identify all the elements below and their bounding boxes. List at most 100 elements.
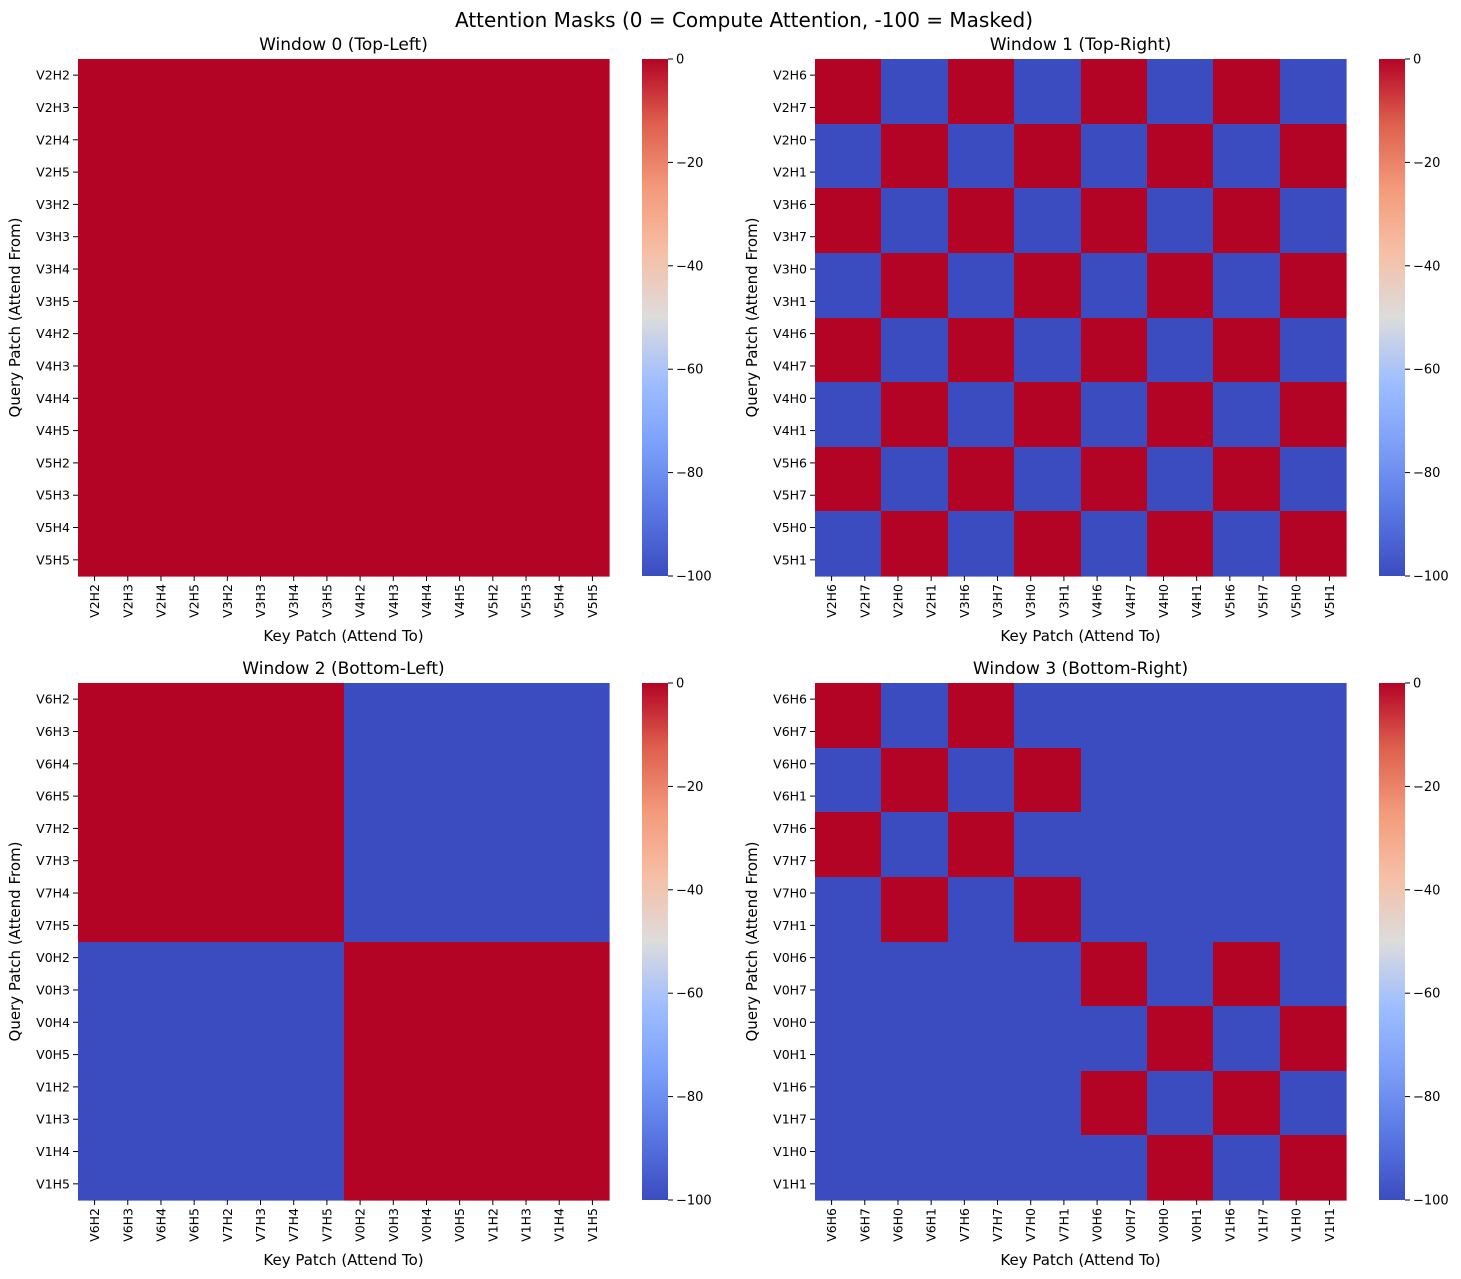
heatmap-cell — [1014, 1135, 1048, 1169]
heatmap-cell — [377, 1135, 411, 1169]
heatmap-cell — [848, 479, 882, 512]
heatmap-cell — [881, 447, 916, 480]
heatmap-cell — [310, 544, 345, 577]
heatmap-cell — [377, 942, 411, 975]
heatmap-cell — [509, 156, 544, 189]
heatmap-cell — [815, 974, 849, 1007]
heatmap-cell — [1313, 414, 1347, 448]
heatmap-cell — [78, 1071, 112, 1104]
heatmap-cell — [244, 59, 278, 92]
heatmap-cell — [310, 974, 345, 1007]
heatmap-cell — [144, 1006, 179, 1039]
heatmap-cell — [111, 544, 145, 577]
heatmap-cell — [915, 909, 949, 943]
heatmap-cell — [576, 382, 610, 415]
y-tick-label: V1H7 — [773, 1112, 807, 1127]
heatmap-cell — [881, 715, 916, 749]
heatmap-cell — [948, 1135, 982, 1169]
heatmap-cell — [111, 845, 145, 878]
heatmap-cell — [1180, 350, 1214, 383]
heatmap-cell — [344, 909, 378, 943]
heatmap-cell — [576, 511, 610, 545]
heatmap-cell — [211, 748, 245, 781]
heatmap-cell — [344, 350, 378, 383]
heatmap-cell — [1081, 812, 1115, 846]
heatmap-cell — [1047, 683, 1082, 716]
heatmap-cell — [277, 544, 311, 577]
heatmap-cell — [476, 124, 510, 157]
y-tick-label: V0H2 — [36, 950, 70, 965]
heatmap-panel: Window 1 (Top-Right) V2H6 V2H7 V2H0 V2H1 V3H6… — [743, 35, 1449, 645]
heatmap-cell — [344, 253, 378, 286]
y-tick-label: V0H1 — [773, 1047, 807, 1062]
heatmap-cell — [443, 544, 477, 577]
heatmap-cell — [1114, 285, 1148, 319]
heatmap-cell — [1147, 124, 1181, 157]
heatmap-cell — [1014, 845, 1048, 878]
heatmap-cell — [277, 942, 311, 975]
heatmap-cell — [211, 780, 245, 813]
colorbar-tick-label: −80 — [676, 1090, 703, 1105]
heatmap-cell — [344, 221, 378, 254]
heatmap-cell — [144, 909, 179, 943]
x-tick-label: V4H3 — [386, 584, 401, 618]
heatmap-cell — [1313, 124, 1347, 157]
heatmap-cell — [1081, 1006, 1115, 1039]
heatmap-cell — [1047, 1071, 1082, 1104]
heatmap-cell — [310, 909, 345, 943]
heatmap-cell — [178, 1135, 212, 1169]
heatmap-cell — [244, 1071, 278, 1104]
heatmap-cell — [476, 877, 510, 910]
heatmap-cell — [1081, 188, 1115, 222]
heatmap-cell — [244, 974, 278, 1007]
heatmap-cell — [1014, 350, 1048, 383]
x-tick-label: V2H7 — [857, 584, 872, 618]
heatmap-cell — [1147, 683, 1181, 716]
heatmap-cell — [948, 1006, 982, 1039]
heatmap-cell — [1280, 253, 1314, 286]
heatmap-cell — [848, 683, 882, 716]
colorbar-tick-label: 0 — [1413, 677, 1421, 692]
x-tick-label: V0H3 — [386, 1208, 401, 1242]
heatmap-cell — [1047, 318, 1082, 351]
heatmap-cell — [111, 1071, 145, 1104]
heatmap-cell — [144, 1038, 179, 1072]
heatmap-cell — [78, 1168, 112, 1201]
heatmap-cell — [144, 544, 179, 577]
heatmap-cell — [1081, 544, 1115, 577]
heatmap-cell — [111, 59, 145, 92]
heatmap-cell — [1114, 350, 1148, 383]
heatmap-cell — [476, 748, 510, 781]
heatmap-cell — [310, 253, 345, 286]
heatmap-cell — [915, 748, 949, 781]
heatmap-cell — [78, 350, 112, 383]
heatmap-cell — [144, 382, 179, 415]
heatmap-cell — [78, 1006, 112, 1039]
y-tick-label: V3H4 — [36, 262, 70, 277]
heatmap-cell — [848, 1103, 882, 1136]
y-tick-label: V1H2 — [36, 1079, 70, 1094]
heatmap-cell — [1246, 188, 1281, 222]
heatmap-cell — [78, 285, 112, 319]
heatmap-cell — [111, 877, 145, 910]
heatmap-cell — [948, 447, 982, 480]
heatmap-cell — [1280, 156, 1314, 189]
heatmap-cell — [1114, 511, 1148, 545]
heatmap-cell — [476, 1103, 510, 1136]
heatmap-cell — [244, 1006, 278, 1039]
heatmap-cell — [78, 1135, 112, 1169]
heatmap-cell — [1114, 1071, 1148, 1104]
heatmap-cell — [815, 1168, 849, 1201]
heatmap-cell — [344, 1103, 378, 1136]
heatmap-cell — [1081, 1135, 1115, 1169]
heatmap-cell — [848, 59, 882, 92]
x-tick-label: V2H1 — [924, 584, 939, 618]
heatmap-cell — [881, 479, 916, 512]
heatmap-cell — [1246, 511, 1281, 545]
colorbar-tick-label: −100 — [1413, 570, 1449, 585]
heatmap-cell — [1147, 479, 1181, 512]
heatmap-cell — [1246, 877, 1281, 910]
heatmap-cell — [410, 318, 444, 351]
heatmap-cell — [948, 715, 982, 749]
heatmap-cell — [848, 124, 882, 157]
